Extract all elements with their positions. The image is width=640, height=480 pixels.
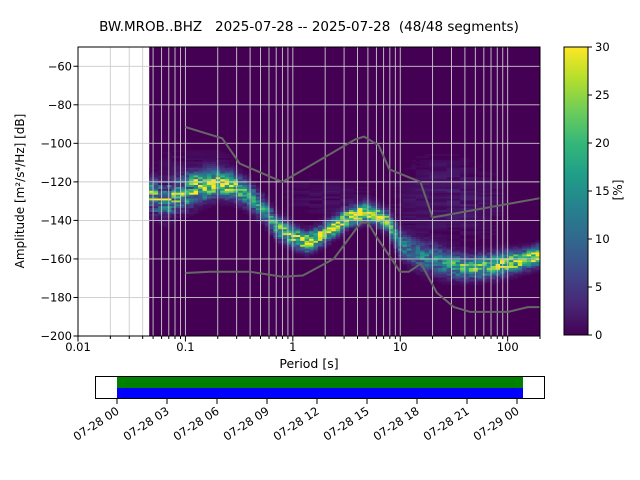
y-tick-label: −160 bbox=[40, 252, 72, 266]
y-tick-label: −200 bbox=[40, 329, 72, 343]
timeline-coverage-bottom bbox=[117, 388, 523, 398]
colorbar-tick-label: 15 bbox=[595, 184, 610, 198]
timeline-tick-label: 07-28 15 bbox=[321, 404, 372, 444]
colorbar-tick-label: 0 bbox=[595, 328, 602, 342]
low-noise-model-line bbox=[185, 221, 540, 313]
timeline-tick-label: 07-28 03 bbox=[121, 404, 172, 444]
y-axis-label: Amplitude [m²/s⁴/Hz] [dB] bbox=[13, 113, 27, 269]
gridlines bbox=[77, 47, 540, 336]
timeline-tick-label: 07-28 21 bbox=[421, 404, 472, 444]
timeline-tick-label: 07-28 18 bbox=[371, 404, 422, 444]
y-tick-label: −80 bbox=[48, 98, 72, 112]
colorbar-tick-label: 10 bbox=[595, 232, 610, 246]
timeline-coverage-top bbox=[117, 377, 523, 388]
colorbar-tick-label: 25 bbox=[595, 88, 610, 102]
x-tick-label: 1 bbox=[289, 340, 296, 354]
axis-ticks bbox=[73, 65, 541, 342]
y-tick-label: −140 bbox=[40, 213, 72, 227]
timeline-tick-label: 07-28 00 bbox=[71, 404, 122, 444]
y-tick-label: −100 bbox=[40, 136, 72, 150]
timeline-tick-label: 07-29 00 bbox=[471, 404, 522, 444]
y-tick-label: −120 bbox=[40, 175, 72, 189]
x-tick-label: 0.1 bbox=[176, 340, 194, 354]
pdf-heatmap bbox=[149, 150, 541, 288]
y-tick-label: −60 bbox=[48, 59, 72, 73]
x-axis-label: Period [s] bbox=[279, 356, 339, 371]
x-tick-label: 0.01 bbox=[65, 340, 91, 354]
plot-title: BW.MROB..BHZ 2025-07-28 -- 2025-07-28 (4… bbox=[99, 19, 519, 35]
plot-spine bbox=[77, 46, 541, 337]
y-tick-label: −180 bbox=[40, 290, 72, 304]
colorbar-tick-label: 5 bbox=[595, 280, 602, 294]
colorbar-gradient bbox=[563, 46, 589, 336]
timeline-tick-label: 07-28 12 bbox=[271, 404, 322, 444]
colorbar-tick-label: 20 bbox=[595, 136, 610, 150]
colorbar-label: [%] bbox=[611, 179, 625, 201]
x-tick-label: 100 bbox=[497, 340, 519, 354]
high-noise-model-line bbox=[185, 126, 541, 219]
x-tick-label: 10 bbox=[393, 340, 408, 354]
timeline-tick-label: 07-28 09 bbox=[221, 404, 272, 444]
colorbar-tick-label: 30 bbox=[595, 40, 610, 54]
timeline-tick-label: 07-28 06 bbox=[171, 404, 222, 444]
